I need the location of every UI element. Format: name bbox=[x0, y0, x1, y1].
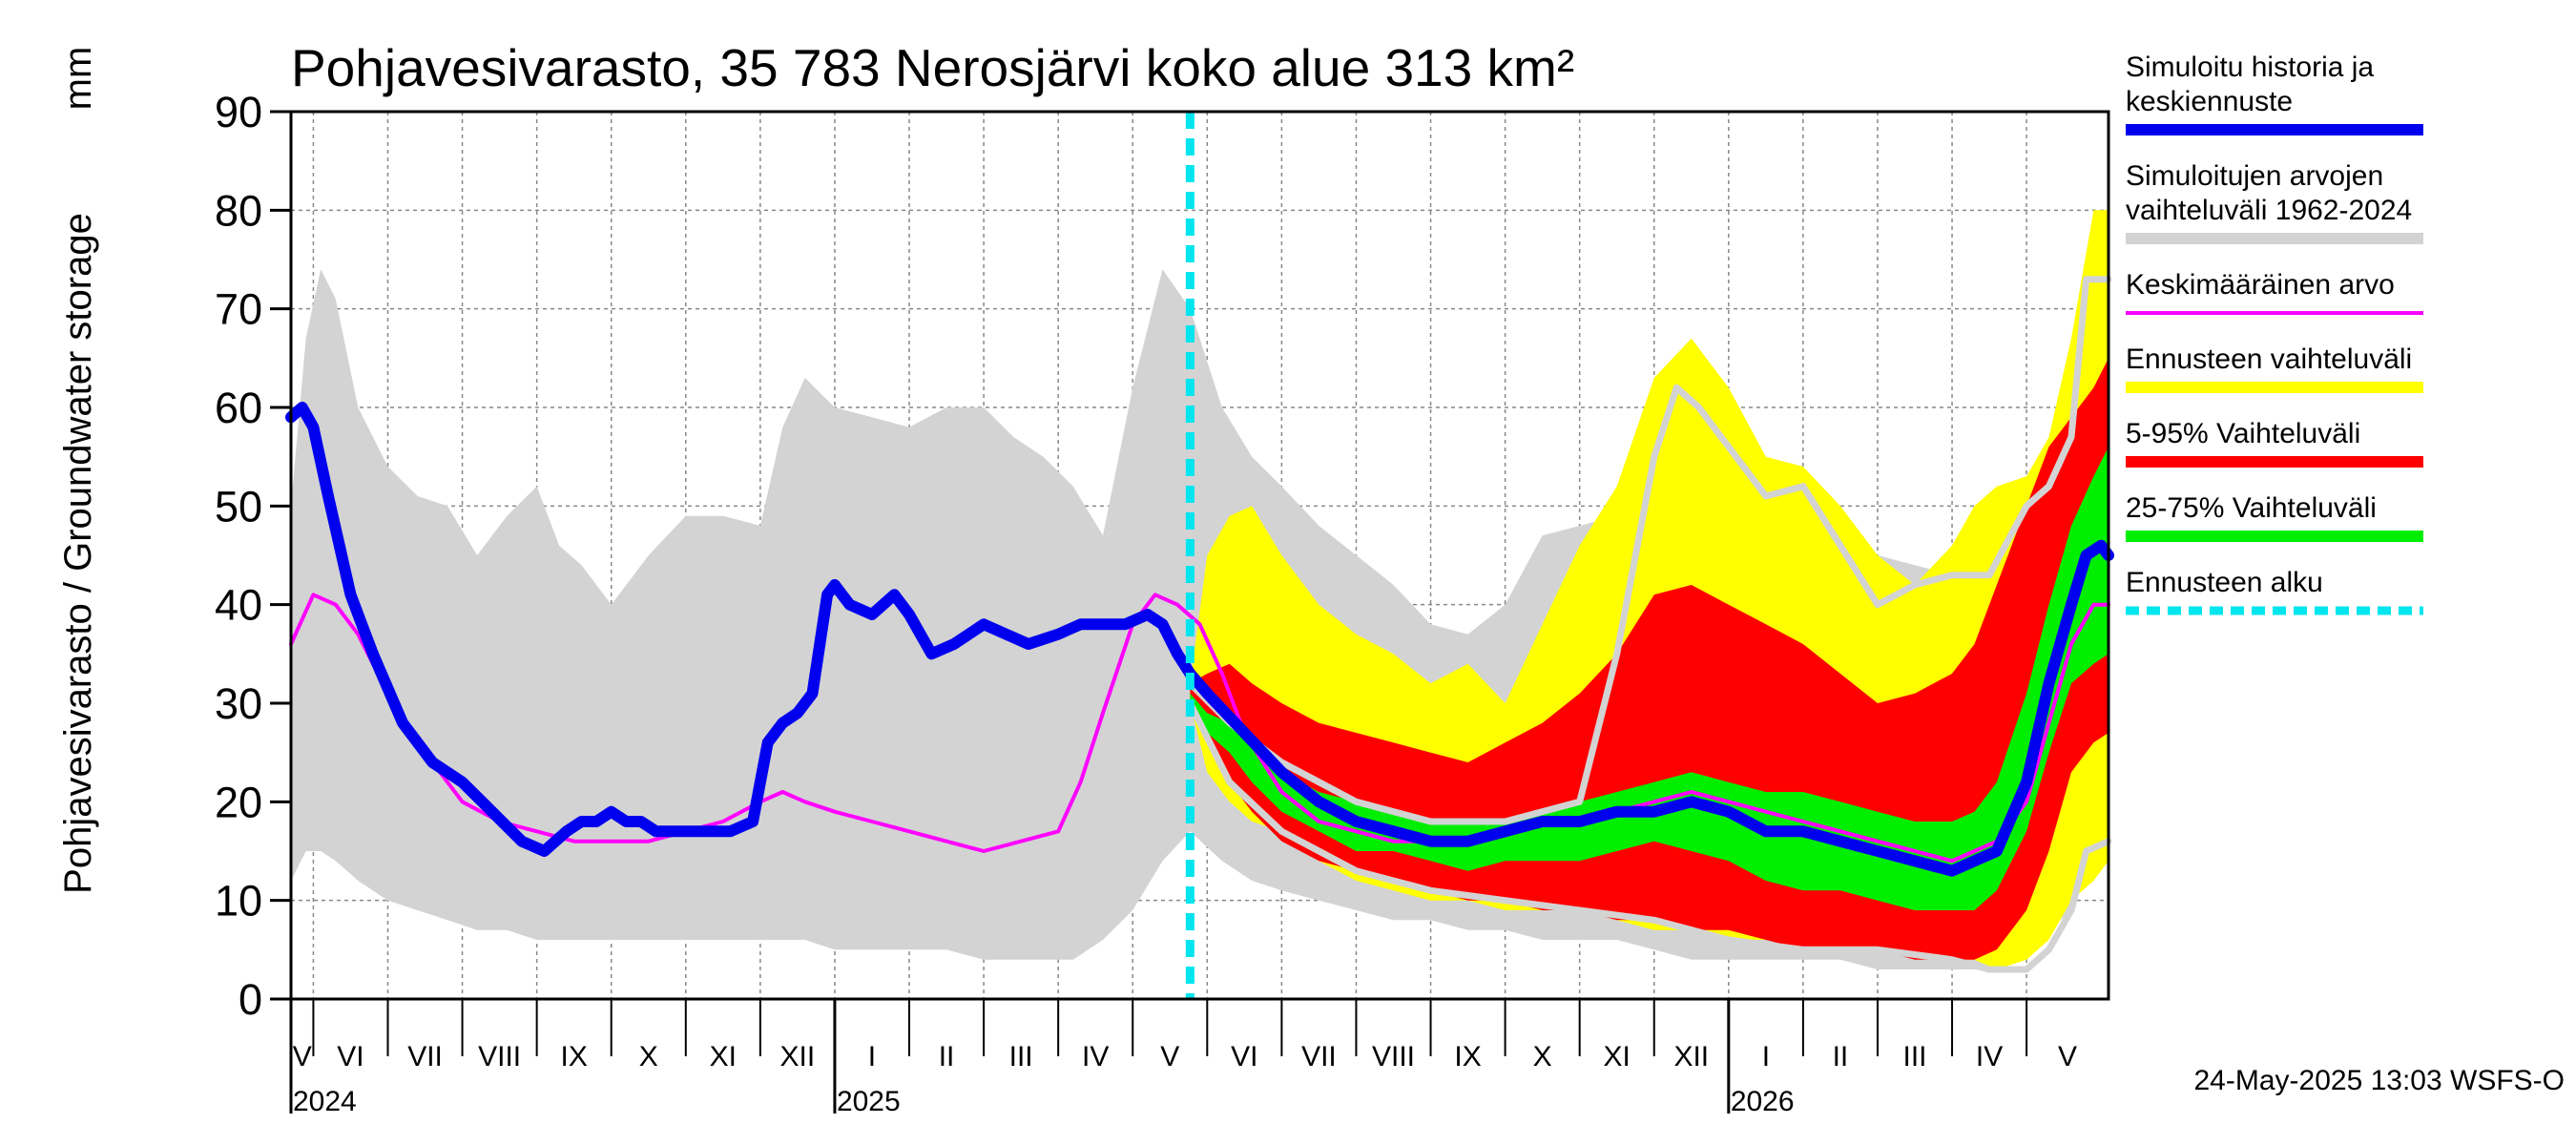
legend-label: 25-75% Vaihteluväli bbox=[2126, 492, 2377, 524]
x-month-label: VI bbox=[1231, 1041, 1257, 1072]
legend-label: vaihteluväli 1962-2024 bbox=[2126, 195, 2412, 226]
legend-label: Ennusteen alku bbox=[2126, 567, 2323, 598]
x-month-label: V bbox=[2058, 1041, 2077, 1072]
y-axis-unit: mm bbox=[57, 47, 99, 111]
y-tick-label: 10 bbox=[215, 877, 262, 926]
x-month-label: VIII bbox=[478, 1041, 521, 1072]
legend-label: Keskimääräinen arvo bbox=[2126, 269, 2395, 301]
y-tick-label: 30 bbox=[215, 679, 262, 728]
chart-title: Pohjavesivarasto, 35 783 Nerosjärvi koko… bbox=[291, 38, 1574, 97]
x-month-label: XII bbox=[1673, 1041, 1709, 1072]
x-year-label: 2025 bbox=[837, 1086, 901, 1117]
band-25-75-vaihteluv-li bbox=[1190, 447, 2109, 910]
x-year-label: 2024 bbox=[293, 1086, 357, 1117]
x-month-label: VIII bbox=[1372, 1041, 1415, 1072]
x-month-label: I bbox=[868, 1041, 876, 1072]
legend-label: Ennusteen vaihteluväli bbox=[2126, 344, 2412, 375]
x-month-label: I bbox=[1762, 1041, 1770, 1072]
x-month-label: XII bbox=[780, 1041, 816, 1072]
x-month-label: VI bbox=[337, 1041, 364, 1072]
legend-label: Simuloitujen arvojen bbox=[2126, 160, 2383, 192]
x-month-label: II bbox=[939, 1041, 955, 1072]
line-keskim-r-inen-arvo bbox=[289, 593, 2110, 864]
x-month-label: IV bbox=[1082, 1041, 1109, 1072]
band-simuloitujen-arvojen-vaihteluv-li-1962-2024 bbox=[291, 269, 1191, 960]
x-month-label: X bbox=[1533, 1041, 1552, 1072]
x-month-label: X bbox=[639, 1041, 658, 1072]
plot-frame bbox=[289, 110, 2110, 1001]
band-5-95-vaihteluv-li bbox=[1190, 358, 2109, 960]
y-axis-label: Pohjavesivarasto / Groundwater storage bbox=[57, 213, 99, 894]
y-tick-label: 0 bbox=[239, 975, 262, 1024]
x-month-label: XI bbox=[1604, 1041, 1631, 1072]
legend-label: Simuloitu historia ja bbox=[2126, 52, 2374, 83]
x-month-label: V bbox=[1160, 1041, 1179, 1072]
y-tick-label: 20 bbox=[215, 778, 262, 826]
x-year-label: 2026 bbox=[1731, 1086, 1795, 1117]
x-month-label: IX bbox=[561, 1041, 588, 1072]
footer-timestamp: 24-May-2025 13:03 WSFS-O bbox=[2194, 1065, 2566, 1096]
line-simuloitujen-arvojen-vaihteluv-li-1962-2024 bbox=[1186, 276, 2112, 825]
x-month-label: III bbox=[1009, 1041, 1033, 1072]
y-tick-label: 50 bbox=[215, 482, 262, 531]
line-simuloitujen-arvojen-vaihteluv-li-1962-2024 bbox=[1186, 699, 2112, 973]
legend-label: keskiennuste bbox=[2126, 86, 2293, 117]
y-tick-label: 80 bbox=[215, 186, 262, 235]
plot-area bbox=[285, 112, 2114, 999]
y-tick-label: 70 bbox=[215, 285, 262, 334]
x-month-label: IV bbox=[1976, 1041, 2003, 1072]
plot-border bbox=[289, 110, 2110, 1001]
x-month-label: III bbox=[1903, 1041, 1927, 1072]
legend-label: 5-95% Vaihteluväli bbox=[2126, 418, 2360, 449]
x-month-label: II bbox=[1833, 1041, 1849, 1072]
x-month-label: VII bbox=[407, 1041, 443, 1072]
x-month-label: XI bbox=[710, 1041, 737, 1072]
x-month-label: IX bbox=[1454, 1041, 1481, 1072]
y-tick-label: 40 bbox=[215, 581, 262, 630]
x-month-label: V bbox=[293, 1041, 312, 1072]
x-month-label: VII bbox=[1301, 1041, 1337, 1072]
y-tick-label: 90 bbox=[215, 88, 262, 136]
y-tick-label: 60 bbox=[215, 384, 262, 432]
line-simuloitu-historia-ja-keskiennuste bbox=[285, 402, 2114, 877]
